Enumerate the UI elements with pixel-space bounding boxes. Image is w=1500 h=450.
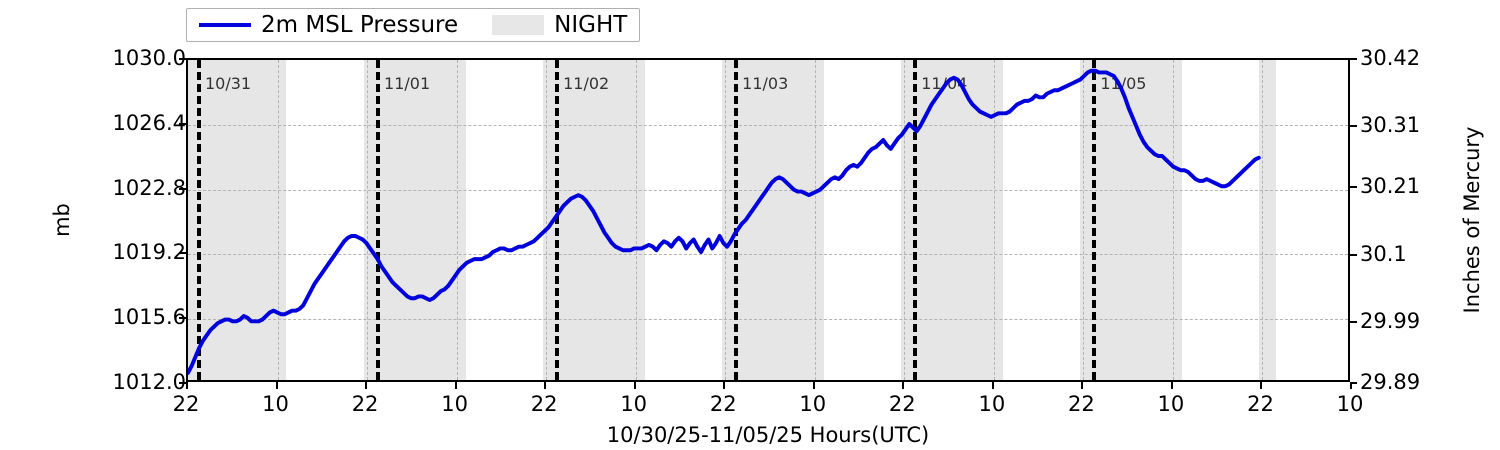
gridline-vertical: [546, 60, 548, 380]
x-tick-label: 10: [978, 392, 1006, 416]
y-tick-label-right: 30.31: [1360, 113, 1421, 138]
x-tick-label: 22: [530, 392, 558, 416]
y-tick-mark-left: [179, 252, 186, 255]
y-tick-label-right: 30.21: [1360, 174, 1421, 199]
x-tick-mark: [1081, 382, 1084, 389]
x-tick-label: 22: [172, 392, 200, 416]
y-tick-label-left: 1030.0: [112, 46, 186, 70]
chart-legend: 2m MSL Pressure NIGHT: [186, 8, 641, 42]
day-divider-line: [555, 60, 560, 380]
y-tick-mark-right: [1350, 253, 1357, 256]
y-tick-mark-left: [179, 317, 186, 320]
pressure-series-svg: [188, 68, 1261, 375]
x-tick-mark: [186, 382, 188, 389]
legend-entry-night: NIGHT: [458, 11, 628, 38]
x-tick-label: 22: [888, 392, 916, 416]
x-tick-label: 10: [799, 392, 827, 416]
day-label: 11/03: [742, 74, 789, 93]
y-tick-mark-left: [179, 122, 186, 125]
x-tick-label: 10: [1157, 392, 1185, 416]
gridline-vertical: [367, 60, 369, 380]
x-tick-label: 10: [1336, 392, 1364, 416]
x-tick-label: 10: [262, 392, 289, 416]
y-tick-mark-right: [1350, 125, 1357, 128]
x-tick-mark: [902, 382, 905, 389]
legend-line-swatch-icon: [199, 23, 251, 27]
gridline-horizontal: [188, 124, 1348, 126]
plot-area: 10/31 11/01 11/02 11/03 11/04 11/05: [186, 58, 1350, 382]
legend-entry-pressure: 2m MSL Pressure: [199, 11, 459, 38]
day-label: 11/02: [563, 74, 610, 93]
y-tick-label-right: 29.99: [1360, 308, 1421, 333]
x-tick-mark: [723, 382, 726, 389]
y-tick-mark-right: [1350, 320, 1357, 323]
y-tick-label-left: 1015.6: [112, 305, 186, 330]
gridline-vertical: [635, 60, 637, 380]
day-label: 11/01: [384, 74, 431, 93]
x-tick-label: 22: [709, 392, 737, 416]
x-tick-mark: [812, 382, 815, 389]
legend-label-pressure: 2m MSL Pressure: [261, 11, 459, 38]
x-tick-mark: [1170, 382, 1173, 389]
legend-label-night: NIGHT: [554, 11, 628, 38]
x-tick-label: 22: [1068, 392, 1095, 416]
y-tick-label-left: 1026.4: [112, 110, 186, 135]
y-tick-mark-left: [179, 187, 186, 190]
y-tick-label-right: 30.42: [1360, 46, 1421, 70]
y-tick-label-right: 29.89: [1360, 370, 1421, 394]
x-tick-mark: [365, 382, 368, 389]
y-tick-mark-right: [1350, 58, 1357, 60]
legend-patch-swatch-icon: [492, 15, 545, 35]
x-tick-mark: [991, 382, 994, 389]
y-axis-right-label: Inches of Mercury: [1460, 126, 1484, 314]
gridline-vertical: [456, 60, 458, 380]
gridline-horizontal: [188, 319, 1348, 321]
gridline-vertical: [1262, 60, 1264, 380]
gridline-vertical: [1172, 60, 1174, 380]
x-tick-label: 10: [620, 392, 648, 416]
x-tick-label: 22: [1247, 392, 1274, 416]
x-tick-mark: [544, 382, 547, 389]
night-band: [722, 60, 824, 380]
x-axis-label: 10/30/25-11/05/25 Hours(UTC): [606, 423, 930, 447]
x-tick-mark: [1260, 382, 1263, 389]
night-band: [1259, 60, 1276, 380]
x-tick-mark: [454, 382, 457, 389]
gridline-horizontal: [188, 254, 1348, 256]
x-tick-mark: [275, 382, 278, 389]
day-divider-line: [734, 60, 739, 380]
night-band: [188, 60, 287, 380]
y-tick-label-left: 1022.8: [112, 175, 186, 200]
day-divider-line: [376, 60, 381, 380]
x-tick-label: 22: [351, 392, 379, 416]
day-divider-line: [1092, 60, 1097, 380]
night-band: [364, 60, 466, 380]
gridline-vertical: [725, 60, 727, 380]
day-label: 11/05: [1100, 74, 1147, 93]
y-tick-mark-right: [1350, 186, 1357, 189]
y-tick-mark-left: [179, 382, 186, 384]
y-tick-label-left: 1019.2: [112, 240, 186, 265]
x-tick-mark: [1350, 382, 1352, 389]
x-tick-label: 10: [441, 392, 468, 416]
gridline-vertical: [993, 60, 995, 380]
day-divider-line: [196, 60, 201, 380]
night-band: [543, 60, 645, 380]
x-tick-mark: [633, 382, 636, 389]
pressure-line: [188, 68, 1261, 375]
day-label: 10/31: [204, 74, 252, 93]
y-tick-mark-left: [179, 58, 186, 60]
y-axis-left-label: mb: [50, 203, 74, 237]
gridline-vertical: [1083, 60, 1085, 380]
gridline-vertical: [814, 60, 816, 380]
y-tick-label-right: 30.1: [1360, 241, 1407, 266]
y-tick-label-left: 1012.0: [112, 370, 186, 394]
day-divider-line: [913, 60, 918, 380]
y-tick-mark-right: [1350, 382, 1357, 384]
gridline-vertical: [904, 60, 906, 380]
gridline-vertical: [277, 60, 279, 380]
